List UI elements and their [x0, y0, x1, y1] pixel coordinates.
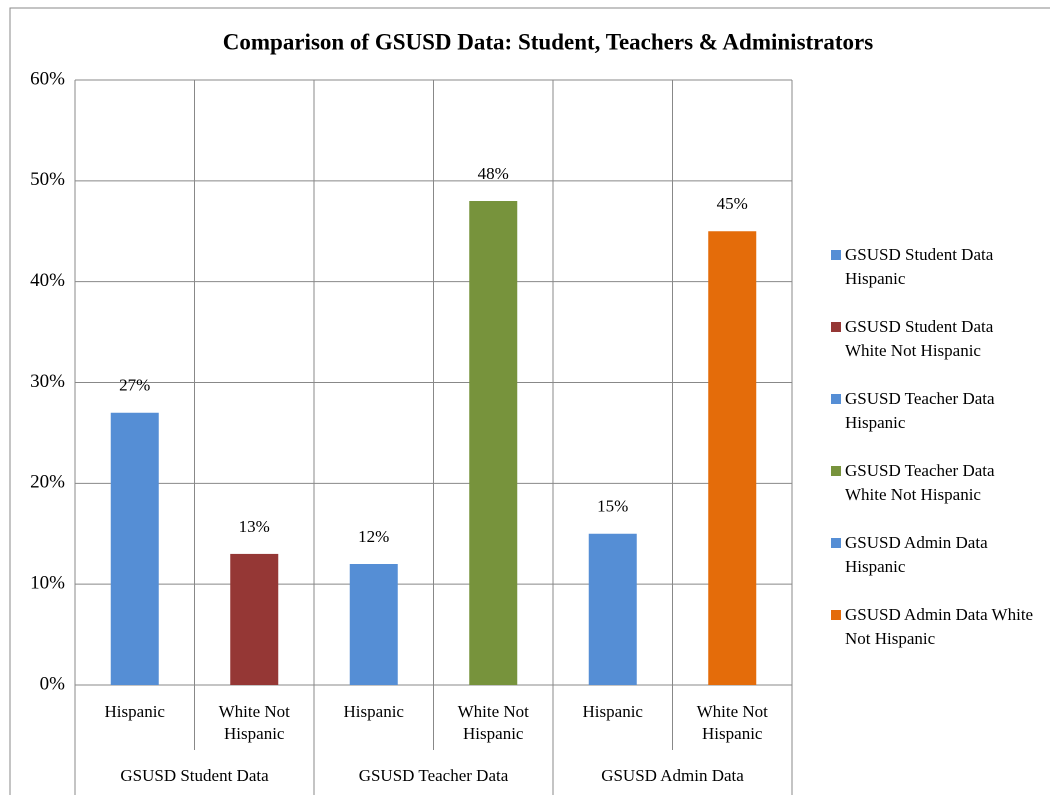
- legend-label: GSUSD Student Data White Not Hispanic: [845, 317, 994, 360]
- legend-swatch: [831, 250, 841, 260]
- bar: [469, 201, 518, 685]
- y-tick-label: 0%: [40, 673, 66, 694]
- chart-title: Comparison of GSUSD Data: Student, Teach…: [223, 29, 873, 54]
- chart-border: [9, 7, 1050, 795]
- y-tick-label: 60%: [30, 68, 65, 89]
- group-label: GSUSD Admin Data: [601, 766, 744, 785]
- y-tick-label: 50%: [30, 169, 65, 190]
- legend-swatch: [831, 394, 841, 404]
- bar: [110, 412, 159, 685]
- legend-swatch: [831, 322, 841, 332]
- bar: [708, 231, 757, 685]
- data-label: 13%: [239, 517, 270, 536]
- group-label: GSUSD Teacher Data: [358, 766, 509, 785]
- group-label: GSUSD Student Data: [120, 766, 269, 785]
- y-tick-label: 40%: [30, 270, 65, 291]
- y-tick-label: 10%: [30, 573, 65, 594]
- legend-label: GSUSD Teacher Data Hispanic: [845, 389, 995, 432]
- legend-label: GSUSD Admin Data White Not Hispanic: [845, 605, 1034, 648]
- legend-swatch: [831, 610, 841, 620]
- x-tick-label: Hispanic: [582, 702, 643, 721]
- bar: [349, 564, 398, 685]
- data-label: 48%: [478, 164, 509, 183]
- legend-swatch: [831, 538, 841, 548]
- data-label: 45%: [717, 194, 748, 213]
- data-label: 12%: [358, 527, 389, 546]
- x-tick-label: Hispanic: [343, 702, 404, 721]
- x-tick-label: White Not Hispanic: [696, 702, 768, 743]
- legend-label: GSUSD Student Data Hispanic: [845, 245, 994, 288]
- data-label: 15%: [597, 497, 628, 516]
- y-tick-label: 30%: [30, 371, 65, 392]
- y-tick-label: 20%: [30, 472, 65, 493]
- data-label: 27%: [119, 376, 150, 395]
- x-tick-label: White Not Hispanic: [218, 702, 290, 743]
- x-tick-label: White Not Hispanic: [457, 702, 529, 743]
- bar: [588, 533, 637, 685]
- legend-label: GSUSD Teacher Data White Not Hispanic: [845, 461, 995, 504]
- legend-swatch: [831, 466, 841, 476]
- x-tick-label: Hispanic: [104, 702, 165, 721]
- bar: [230, 553, 279, 685]
- legend-label: GSUSD Admin Data Hispanic: [845, 533, 988, 576]
